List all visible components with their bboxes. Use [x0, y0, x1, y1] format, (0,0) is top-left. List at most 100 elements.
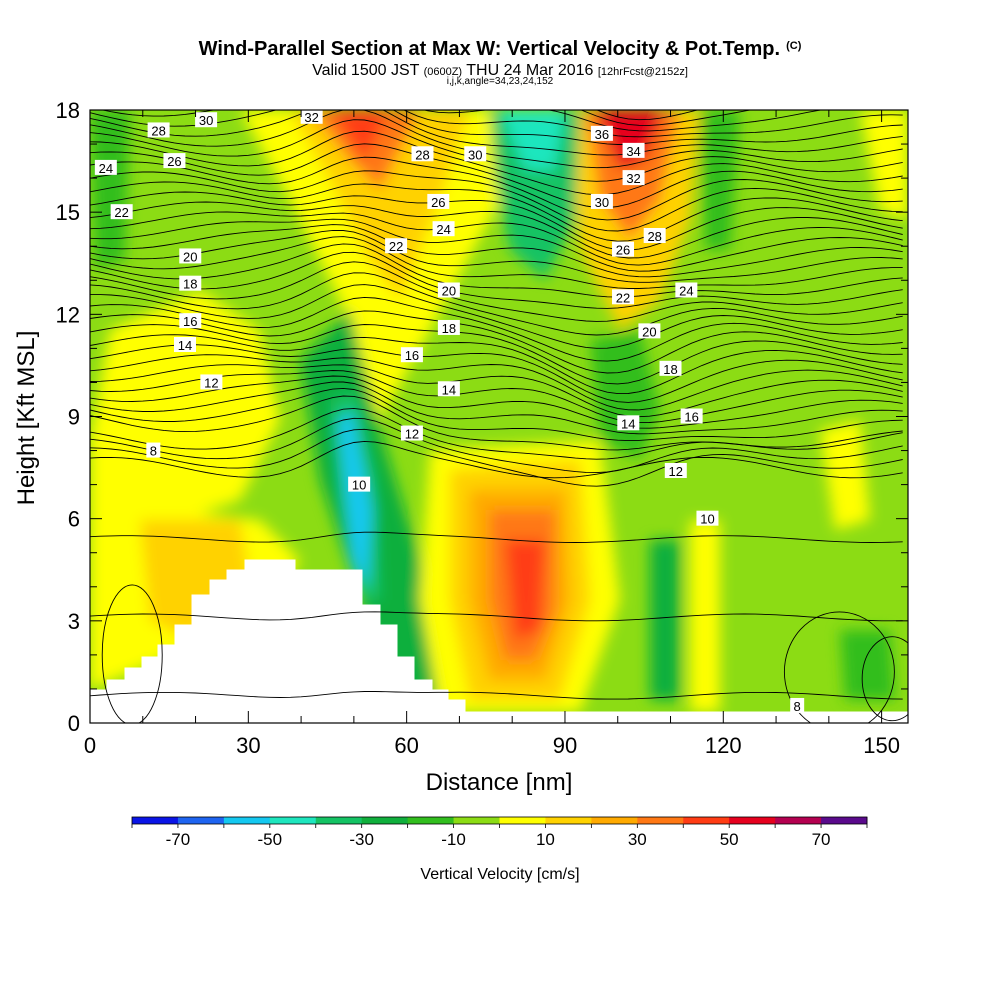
theta-contour-line	[90, 143, 903, 209]
contour-label: 16	[183, 314, 197, 329]
colorbar-swatch	[729, 817, 776, 824]
colorbar: -70 -50 -30 -10 10 30 50 70	[131, 816, 868, 849]
right-low-updraft	[690, 520, 720, 712]
contour-label-bg	[300, 108, 323, 124]
theta-contour-line	[90, 110, 903, 169]
contour-label: 12	[669, 464, 683, 479]
x-tick-label: 150	[863, 733, 900, 758]
title-mark: (C)	[786, 40, 802, 52]
colorbar-swatch	[269, 817, 317, 824]
contour-label: 18	[183, 277, 197, 292]
colorbar-tick-label: -10	[441, 830, 466, 849]
theta-contour-line	[90, 272, 903, 336]
contour-label: 28	[647, 229, 661, 244]
theta-contour-line	[90, 130, 903, 196]
contour-label-bg	[664, 462, 687, 478]
contour-label: 26	[431, 195, 445, 210]
contour-label-bg	[437, 282, 460, 298]
theta-contour-line	[90, 375, 903, 429]
theta-contour-line	[90, 156, 903, 221]
colorbar-swatch	[407, 817, 455, 824]
y-tick-label: 18	[56, 98, 80, 123]
subtitle-date: THU 24 Mar 2016	[466, 62, 594, 79]
contour-label: 14	[621, 416, 635, 431]
theta-contour-line	[90, 407, 903, 460]
main-updraft-red	[505, 540, 545, 640]
contour-label-bg	[590, 125, 613, 141]
y-tick-label: 6	[68, 507, 80, 532]
contour-label: 10	[700, 512, 714, 527]
contour-label-bg	[411, 146, 434, 162]
contour-label: 14	[178, 338, 192, 353]
theta-contour-line	[422, 110, 824, 132]
contour-label: 20	[442, 283, 456, 298]
contour-label: 16	[405, 348, 419, 363]
colorbar-swatch	[683, 817, 730, 824]
contour-label: 22	[389, 239, 403, 254]
contour-label: 30	[595, 195, 609, 210]
contour-label-bg	[385, 238, 408, 254]
theta-contour-line	[90, 218, 903, 272]
contour-label: 28	[415, 147, 429, 162]
top-downdraft-teal	[500, 110, 565, 170]
contour-label-bg	[163, 153, 186, 169]
contour-label: 14	[442, 382, 456, 397]
contour-label: 24	[99, 161, 113, 176]
contour-label-bg	[612, 289, 635, 305]
theta-contour-line	[90, 381, 903, 435]
contour-label-bg	[147, 122, 170, 138]
theta-contour-closed	[861, 636, 908, 722]
colorbar-swatch	[132, 817, 179, 824]
contour-label: 18	[442, 321, 456, 336]
contour-label-bg	[195, 112, 218, 128]
contour-label-bg	[617, 415, 640, 431]
colorbar-swatch	[775, 817, 822, 824]
theta-contour-line	[90, 354, 903, 411]
contour-label-bg	[696, 510, 719, 526]
theta-contour-line	[90, 428, 903, 487]
theta-contour-line	[90, 191, 903, 251]
contour-label-bg	[427, 193, 450, 209]
x-tick-label: 60	[394, 733, 418, 758]
theta-contour-line	[90, 417, 903, 474]
contour-label: 22	[616, 290, 630, 305]
contour-label-bg	[400, 347, 423, 363]
theta-contour-line	[90, 440, 903, 479]
theta-contour-line	[90, 229, 903, 283]
theta-contour-line	[90, 211, 903, 266]
chart-subtitle: Valid 1500 JST (0600Z) THU 24 Mar 2016 […	[0, 62, 1000, 80]
colorbar-tick-label: -30	[349, 830, 374, 849]
contour-label-bg	[659, 360, 682, 376]
y-tick-label: 9	[68, 405, 80, 430]
theta-contour-line	[100, 110, 903, 138]
theta-contours	[90, 110, 908, 723]
subtitle-valid: Valid 1500 JST	[312, 62, 420, 79]
theta-contour-line	[90, 334, 903, 395]
contour-label: 16	[684, 410, 698, 425]
colorbar-title: Vertical Velocity [cm/s]	[420, 866, 580, 883]
theta-contour-line	[90, 251, 903, 309]
theta-contour-line	[90, 691, 903, 700]
contour-label: 34	[626, 144, 640, 159]
theta-contour-labels: 8 8 10 10 12 12 12 14 14 14 16 16 16 18 18 18 20 20 20 22 22…	[94, 108, 805, 714]
theta-contour-line	[90, 387, 903, 442]
contour-label: 12	[204, 375, 218, 390]
contour-label-bg	[179, 313, 202, 329]
theta-contour-line	[90, 364, 903, 418]
theta-contour-line	[90, 236, 903, 289]
chart-title: Wind-Parallel Section at Max W: Vertical…	[0, 38, 1000, 61]
theta-contour-line	[90, 224, 903, 278]
colorbar-swatch	[177, 817, 225, 824]
x-tick-label: 90	[553, 733, 577, 758]
central-downdraft-cyan	[338, 410, 372, 590]
colorbar-swatch	[545, 817, 592, 824]
contour-label: 10	[352, 478, 366, 493]
contour-label: 24	[679, 283, 693, 298]
theta-contour-line	[90, 296, 903, 362]
contour-label-bg	[146, 442, 161, 458]
y-tick-label: 15	[56, 200, 80, 225]
y-tick-label: 3	[68, 609, 80, 634]
contour-label: 26	[616, 243, 630, 258]
contour-label-bg	[612, 241, 635, 257]
